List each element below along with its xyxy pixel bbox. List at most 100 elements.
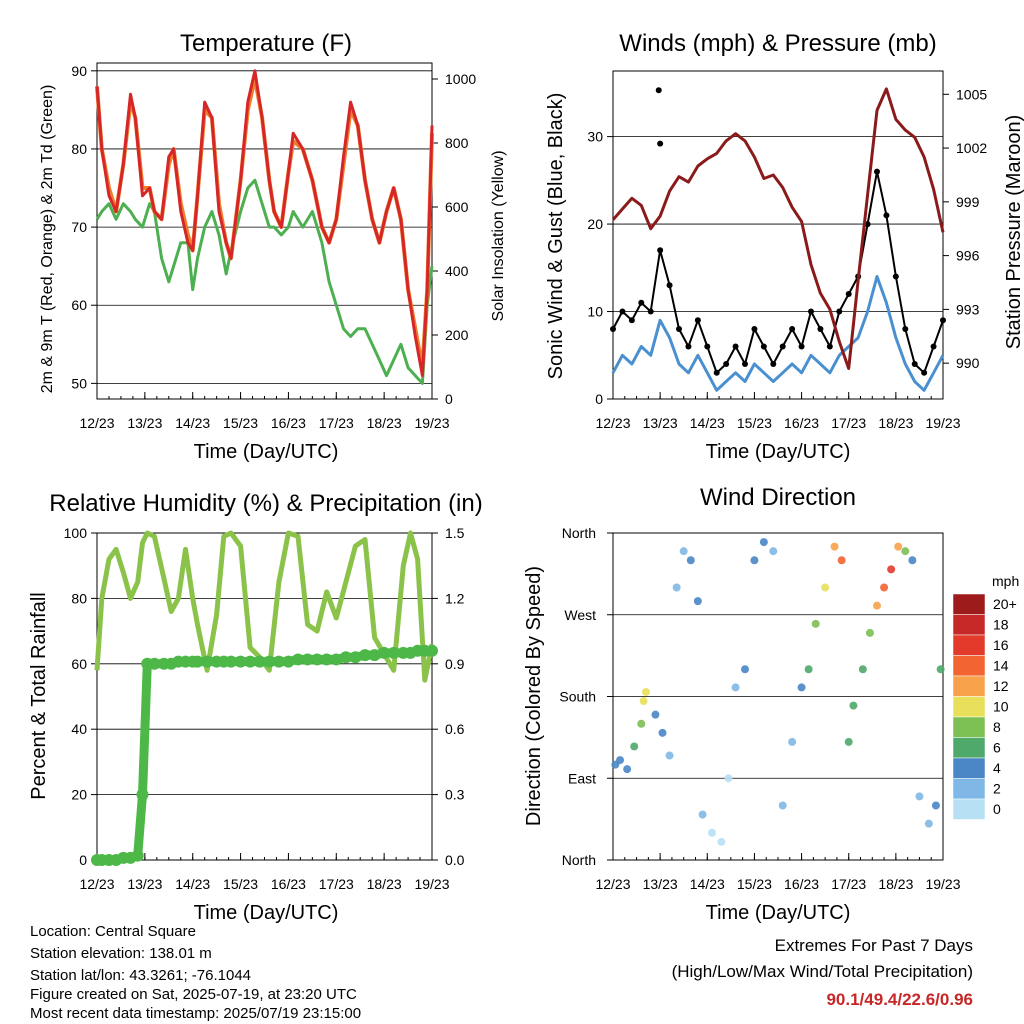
legend-label: 18 xyxy=(993,617,1009,633)
precip-point xyxy=(234,655,247,668)
x-tick-label: 15/23 xyxy=(737,415,772,431)
legend-swatch xyxy=(952,593,986,615)
precip-point xyxy=(272,655,285,668)
x-tick-label: 12/23 xyxy=(79,876,114,892)
precip-y-tick-label: 0.3 xyxy=(445,787,465,803)
legend-label: 0 xyxy=(993,801,1001,817)
x-tick-label: 15/23 xyxy=(223,415,258,431)
temperature-y-tick-label: 50 xyxy=(71,375,87,391)
x-tick-label: 17/23 xyxy=(319,876,354,892)
gust-point xyxy=(751,326,758,333)
wind-y-tick-label: 20 xyxy=(587,216,603,232)
x-tick-label: 14/23 xyxy=(690,415,725,431)
humidity-precip-panel: Relative Humidity (%) & Precipitation (i… xyxy=(28,490,483,924)
legend-label: 12 xyxy=(993,678,1009,694)
gust-point xyxy=(817,326,824,333)
humidity-title: Relative Humidity (%) & Precipitation (i… xyxy=(49,490,482,517)
gust-point xyxy=(921,369,928,376)
precip-point xyxy=(292,653,304,666)
pressure-line xyxy=(611,87,945,370)
pressure-y-tick-label: 996 xyxy=(956,248,980,264)
precip-point xyxy=(131,849,144,862)
x-tick-label: 14/23 xyxy=(175,415,210,431)
precip-point xyxy=(426,644,438,657)
humidity-ylabel: Percent & Total Rainfall xyxy=(28,592,50,800)
precip-point xyxy=(339,651,352,664)
direction-point xyxy=(858,665,867,674)
legend-label: 8 xyxy=(993,719,1001,735)
direction-point xyxy=(637,719,646,728)
legend-swatch xyxy=(952,634,986,656)
x-tick-label: 19/23 xyxy=(925,876,960,892)
gust-point xyxy=(704,343,711,350)
info-latlon: Station lat/lon: 43.3261; -76.1044 xyxy=(30,967,251,984)
direction-point xyxy=(880,583,889,592)
insolation-y-tick-label: 800 xyxy=(445,135,469,151)
temperature-ylabel: 2m & 9m T (Red, Orange) & 2m Td (Green) xyxy=(39,85,56,394)
temperature-y-tick-label: 60 xyxy=(71,297,87,313)
pressure-y-tick-label: 990 xyxy=(956,355,980,371)
precip-y-tick-label: 1.2 xyxy=(445,590,465,606)
direction-point xyxy=(724,774,733,783)
gust-point xyxy=(619,308,626,315)
humidity-y-tick-label: 0 xyxy=(79,852,87,868)
direction-point xyxy=(849,701,858,710)
humidity-line xyxy=(94,530,435,683)
x-tick-label: 18/23 xyxy=(367,415,402,431)
gust-point xyxy=(789,326,796,333)
precip-point xyxy=(301,653,314,666)
direction-point xyxy=(887,565,896,574)
precip-point xyxy=(311,653,324,666)
gust-point xyxy=(902,326,909,333)
plot-frame xyxy=(612,70,944,400)
legend-swatch xyxy=(952,798,986,820)
direction-y-tick-label: North xyxy=(562,525,596,541)
x-tick-label: 15/23 xyxy=(737,876,772,892)
legend-label: 16 xyxy=(993,637,1009,653)
legend-swatch xyxy=(952,737,986,759)
info-location: Location: Central Square xyxy=(30,923,196,940)
x-tick-label: 17/23 xyxy=(319,415,354,431)
wind-direction-xlabel: Time (Day/UTC) xyxy=(706,902,851,924)
x-tick-label: 16/23 xyxy=(784,876,819,892)
gust-point xyxy=(836,308,843,315)
legend-swatch xyxy=(952,614,986,636)
precip-point xyxy=(368,649,381,662)
insolation-y-tick-label: 600 xyxy=(445,199,469,215)
direction-point xyxy=(908,556,917,565)
gust-point xyxy=(685,343,692,350)
precip-point xyxy=(148,657,161,670)
wind-y-tick-label: 30 xyxy=(587,129,603,145)
direction-point xyxy=(797,683,806,692)
precip-point xyxy=(253,655,266,668)
wind-y-tick-label: 0 xyxy=(595,391,603,407)
x-tick-label: 13/23 xyxy=(643,876,678,892)
humidity-y-tick-label: 100 xyxy=(64,525,88,541)
direction-point xyxy=(686,556,695,565)
precip-point xyxy=(330,653,343,666)
gust-point xyxy=(742,361,748,368)
x-tick-label: 13/23 xyxy=(643,415,678,431)
direction-point xyxy=(936,665,945,674)
x-tick-label: 19/23 xyxy=(414,876,449,892)
gust-point xyxy=(874,168,880,175)
precip-y-tick-label: 0.6 xyxy=(445,721,465,737)
direction-point xyxy=(616,756,625,765)
legend-swatch xyxy=(952,716,986,738)
x-tick-label: 18/23 xyxy=(367,876,402,892)
precip-point xyxy=(387,646,400,659)
gust-point xyxy=(713,369,720,376)
humidity-xlabel: Time (Day/UTC) xyxy=(194,902,339,924)
direction-point xyxy=(759,538,768,547)
x-tick-label: 13/23 xyxy=(127,415,162,431)
pressure-y-tick-label: 993 xyxy=(956,301,980,317)
precip-point xyxy=(191,655,204,668)
x-tick-label: 18/23 xyxy=(878,876,913,892)
direction-point xyxy=(698,810,707,819)
direction-point xyxy=(811,619,820,628)
direction-point xyxy=(821,583,830,592)
direction-point xyxy=(924,819,933,828)
precip-point xyxy=(359,649,371,662)
x-tick-label: 17/23 xyxy=(831,415,866,431)
